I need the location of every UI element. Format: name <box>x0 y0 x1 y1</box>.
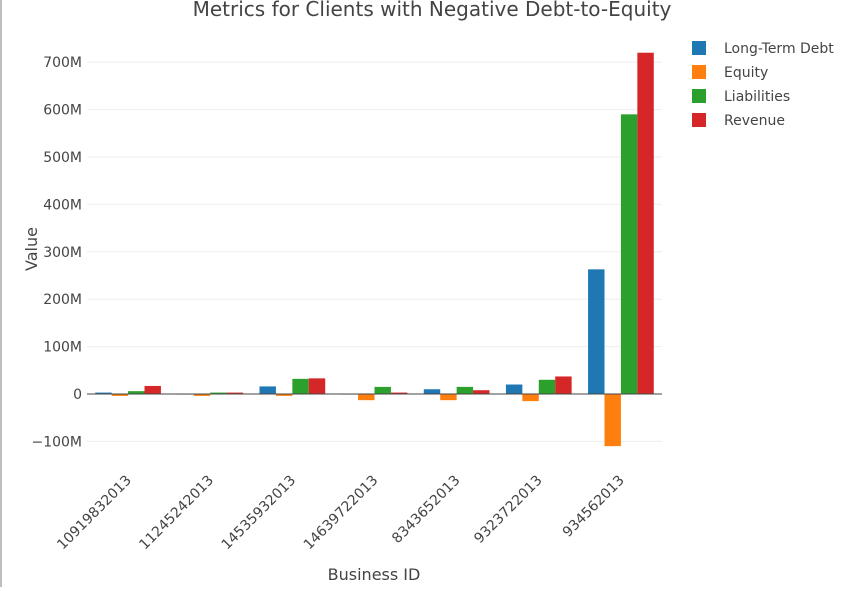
legend-label[interactable]: Liabilities <box>724 89 790 105</box>
y-tick-label: 0 <box>73 387 82 403</box>
y-tick-label: 700M <box>43 55 82 71</box>
y-tick-label: 500M <box>43 150 82 166</box>
bar[interactable] <box>374 386 391 394</box>
x-tick-label: 14535932013 <box>219 473 300 554</box>
bar[interactable] <box>637 52 654 394</box>
bar[interactable] <box>440 394 457 401</box>
bar[interactable] <box>111 394 129 396</box>
bar[interactable] <box>604 394 621 447</box>
x-axis-title: Business ID <box>328 565 421 584</box>
legend: Long-Term Debt Equity Liabilities Revenue <box>692 41 834 129</box>
bar[interactable] <box>226 392 244 394</box>
legend-label[interactable]: Long-Term Debt <box>724 41 834 57</box>
legend-label[interactable]: Equity <box>724 65 768 81</box>
legend-swatch <box>692 113 706 127</box>
bar[interactable] <box>620 114 638 394</box>
bar[interactable] <box>423 389 441 394</box>
legend-swatch <box>692 65 706 79</box>
bar[interactable] <box>522 394 539 402</box>
bar[interactable] <box>128 391 145 394</box>
bar[interactable] <box>505 384 523 394</box>
legend-label[interactable]: Revenue <box>724 113 785 129</box>
bar[interactable] <box>555 376 572 394</box>
y-axis-ticks: 700M 600M 500M 400M 300M 200M 100M 0 −100M <box>31 55 82 450</box>
y-tick-label: 200M <box>43 292 82 308</box>
x-tick-label: 10919832013 <box>54 473 135 554</box>
x-axis-ticks: 10919832013 11245242013 14535932013 1463972… <box>54 473 627 554</box>
y-tick-label: −100M <box>31 434 82 450</box>
window-edge <box>0 0 2 587</box>
bar[interactable] <box>538 379 556 394</box>
bar[interactable] <box>456 386 474 394</box>
y-tick-label: 600M <box>43 103 82 119</box>
legend-swatch <box>692 41 706 55</box>
bars <box>95 52 654 447</box>
y-tick-label: 300M <box>43 245 82 261</box>
gridlines <box>87 61 662 442</box>
bar[interactable] <box>588 269 605 394</box>
x-tick-label: 11245242013 <box>136 473 217 554</box>
x-tick-label: 934562013 <box>560 473 628 541</box>
bar[interactable] <box>292 378 309 394</box>
bar[interactable] <box>259 386 276 394</box>
bar[interactable] <box>210 392 227 394</box>
bar[interactable] <box>193 394 211 396</box>
bar[interactable] <box>473 390 490 394</box>
chart-title: Metrics for Clients with Negative Debt-t… <box>193 0 672 21</box>
legend-swatch <box>692 89 706 103</box>
bar[interactable] <box>95 392 112 394</box>
x-tick-label: 9323722013 <box>471 473 545 547</box>
bar[interactable] <box>390 392 408 394</box>
bar[interactable] <box>144 385 161 394</box>
y-axis-title: Value <box>22 227 41 271</box>
y-tick-label: 100M <box>43 340 82 356</box>
bar[interactable] <box>358 394 375 401</box>
y-tick-label: 400M <box>43 197 82 213</box>
x-tick-label: 8343652013 <box>389 473 463 547</box>
bar[interactable] <box>308 378 326 394</box>
x-tick-label: 14639722013 <box>301 473 382 554</box>
bar[interactable] <box>275 394 293 396</box>
